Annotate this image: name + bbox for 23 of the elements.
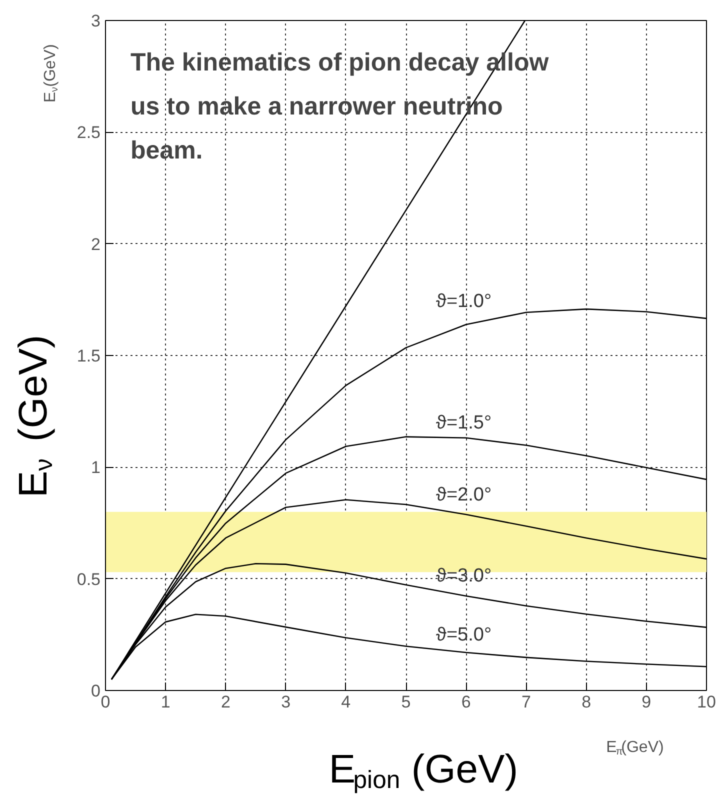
- text: Eν (GeV): [12, 334, 58, 498]
- series-label: ϑ=2.0°: [436, 484, 492, 506]
- y-tick-label: 2: [91, 234, 101, 254]
- y-tick-label: 1: [91, 458, 101, 478]
- x-tick-label: 8: [582, 692, 592, 712]
- x-tick-label: 1: [160, 692, 170, 712]
- x-tick-label: 5: [401, 692, 411, 712]
- y-tick-label: 3: [91, 12, 101, 30]
- y-tick-label: 1.5: [76, 346, 101, 366]
- x-tick-label: 3: [281, 692, 291, 712]
- y-tick-label: 2.5: [76, 123, 101, 142]
- y-axis-title: Eν(GeV): [42, 44, 60, 102]
- series-label: ϑ=3.0°: [436, 565, 492, 586]
- x-tick-label: 9: [642, 692, 652, 712]
- x-tick-label: 10: [697, 692, 716, 712]
- y-tick-label: 0.5: [76, 570, 101, 589]
- x-tick-label: 7: [521, 692, 531, 712]
- series-label: ϑ=1.5°: [436, 412, 492, 434]
- series-label: ϑ=1.0°: [436, 291, 492, 312]
- series-label: ϑ=5.0°: [436, 624, 492, 646]
- x-tick-label: 6: [461, 692, 471, 712]
- x-tick-label: 4: [341, 692, 351, 712]
- x-tick-label: 2: [220, 692, 230, 712]
